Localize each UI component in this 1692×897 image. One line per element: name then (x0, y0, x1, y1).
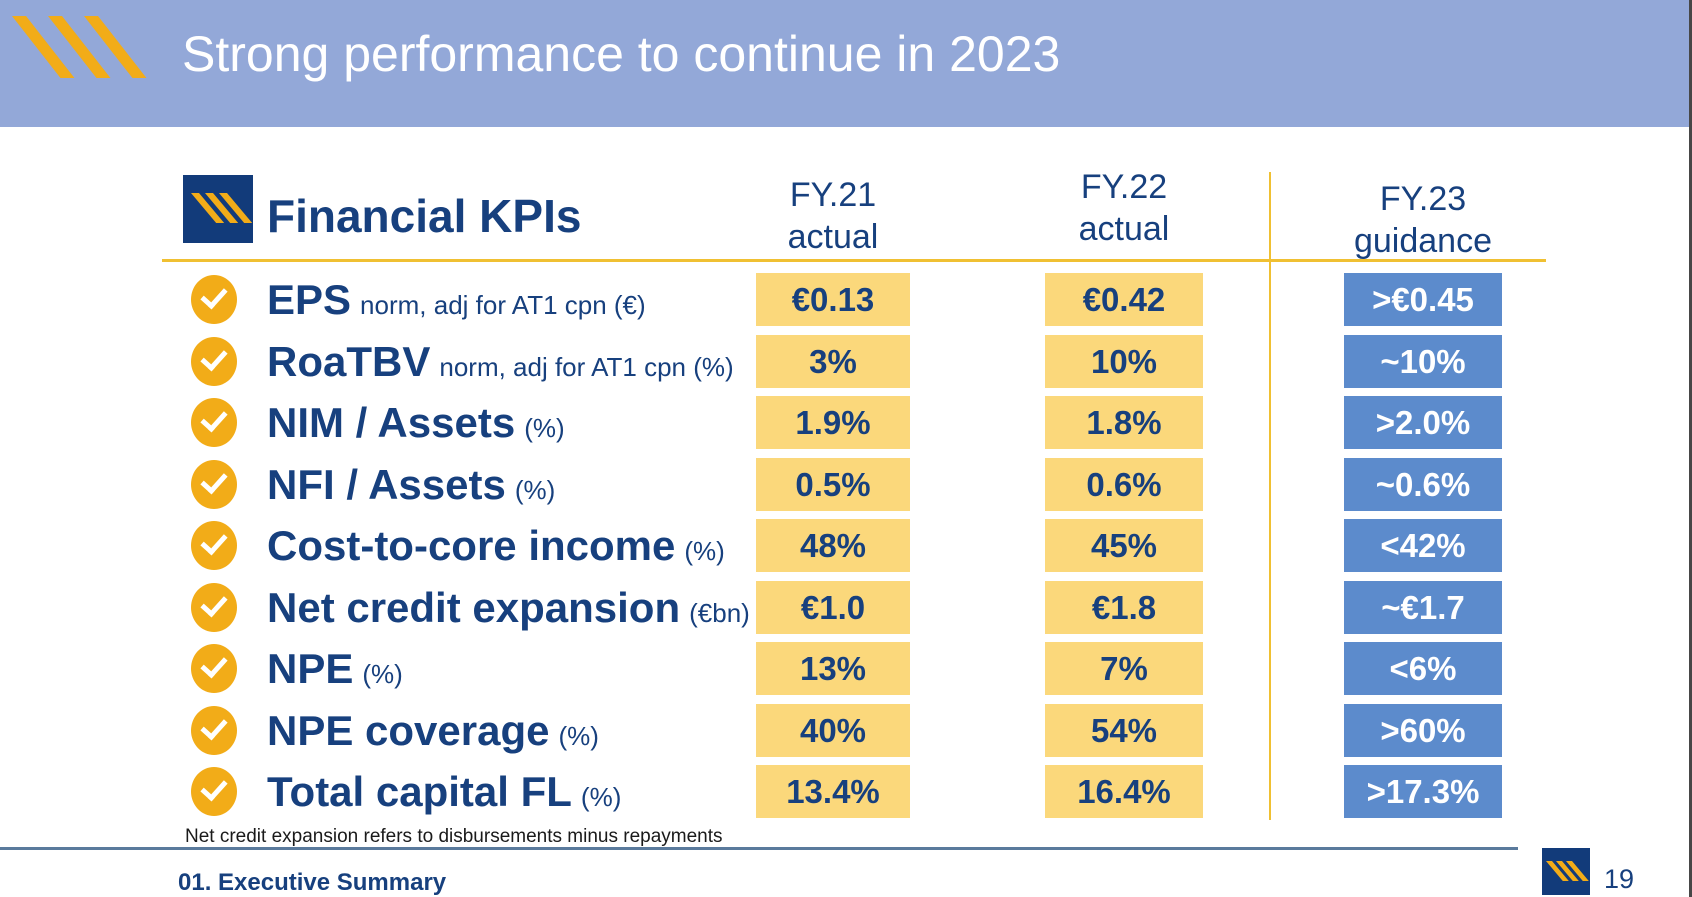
kpi-rows: EPS norm, adj for AT1 cpn (€) €0.13 €0.42… (0, 273, 1692, 833)
column-header-line2: actual (787, 218, 879, 256)
column-header-fy23: FY.23 guidance (1324, 178, 1522, 262)
kpi-label: NPE (%) (267, 642, 403, 695)
kpi-label: NIM / Assets (%) (267, 396, 565, 449)
screen-edge-strip (1689, 0, 1692, 897)
check-icon (191, 583, 237, 632)
fy21-value-box: 0.5% (756, 458, 910, 511)
fy22-value-box: 1.8% (1045, 396, 1203, 449)
check-icon (191, 337, 237, 386)
kpi-qualifier: norm, adj for AT1 cpn (%) (439, 352, 734, 382)
kpi-row: NPE (%) 13% 7% <6% (0, 642, 1692, 695)
fy22-value-box: €0.42 (1045, 273, 1203, 326)
fy21-value-box: 13.4% (756, 765, 910, 818)
fy22-value-box: 10% (1045, 335, 1203, 388)
kpi-row: EPS norm, adj for AT1 cpn (€) €0.13 €0.42… (0, 273, 1692, 326)
column-header-fy21: FY.21 actual (756, 174, 910, 258)
kpi-row: Net credit expansion (€bn) €1.0 €1.8 ~€1.… (0, 581, 1692, 634)
page-number: 19 (1604, 864, 1635, 894)
fy22-value-box: 45% (1045, 519, 1203, 572)
kpi-row: NFI / Assets (%) 0.5% 0.6% ~0.6% (0, 458, 1692, 511)
fy21-value-box: 48% (756, 519, 910, 572)
kpi-row: Total capital FL (%) 13.4% 16.4% >17.3% (0, 765, 1692, 818)
kpi-label: NPE coverage (%) (267, 704, 599, 757)
kpi-name: EPS (267, 276, 352, 323)
kpi-qualifier: (%) (684, 536, 725, 566)
column-header-line1: FY.23 (1379, 180, 1467, 218)
kpi-row: NPE coverage (%) 40% 54% >60% (0, 704, 1692, 757)
fy21-value-box: €0.13 (756, 273, 910, 326)
kpi-name: RoaTBV (267, 338, 431, 385)
kpi-label: Cost-to-core income (%) (267, 519, 725, 572)
fy21-value-box: 3% (756, 335, 910, 388)
fy22-value-box: 0.6% (1045, 458, 1203, 511)
column-header-line2: actual (1078, 210, 1170, 248)
kpi-label: Net credit expansion (€bn) (267, 581, 750, 634)
fy22-value-box: 7% (1045, 642, 1203, 695)
kpi-row: Cost-to-core income (%) 48% 45% <42% (0, 519, 1692, 572)
footnote: Net credit expansion refers to disbursem… (185, 826, 723, 847)
fy21-value-box: 40% (756, 704, 910, 757)
kpi-qualifier: (%) (558, 721, 599, 751)
footer-divider (0, 847, 1518, 850)
kpi-table-logo-icon (183, 175, 253, 243)
column-header-line2: guidance (1353, 222, 1492, 260)
fy23-value-box: >€0.45 (1344, 273, 1502, 326)
brand-stripes-icon (10, 16, 160, 80)
check-icon (191, 767, 237, 816)
fy21-value-box: €1.0 (756, 581, 910, 634)
check-icon (191, 706, 237, 755)
column-header-fy22: FY.22 actual (1045, 166, 1203, 250)
kpi-label: EPS norm, adj for AT1 cpn (€) (267, 273, 646, 326)
kpi-name: Total capital FL (267, 768, 572, 815)
fy23-value-box: <42% (1344, 519, 1502, 572)
fy21-value-box: 13% (756, 642, 910, 695)
kpi-qualifier: (€bn) (689, 598, 750, 628)
kpi-label: NFI / Assets (%) (267, 458, 555, 511)
kpi-name: NIM / Assets (267, 399, 516, 446)
kpi-name: Cost-to-core income (267, 522, 676, 569)
kpi-qualifier: (%) (514, 475, 556, 505)
fy21-value-box: 1.9% (756, 396, 910, 449)
kpi-name: NPE (267, 645, 354, 692)
column-header-line1: FY.22 (1080, 168, 1168, 206)
kpi-qualifier: (%) (580, 782, 622, 812)
check-icon (191, 398, 237, 447)
fy22-value-box: 54% (1045, 704, 1203, 757)
fy23-value-box: >2.0% (1344, 396, 1502, 449)
column-header-line1: FY.21 (789, 176, 877, 214)
kpi-name: NFI / Assets (267, 461, 506, 508)
kpi-label: Total capital FL (%) (267, 765, 621, 818)
slide-title: Strong performance to continue in 2023 (182, 26, 1061, 82)
kpi-qualifier: norm, adj for AT1 cpn (€) (360, 290, 646, 320)
check-icon (191, 460, 237, 509)
kpi-row: NIM / Assets (%) 1.9% 1.8% >2.0% (0, 396, 1692, 449)
fy22-value-box: 16.4% (1045, 765, 1203, 818)
fy23-value-box: <6% (1344, 642, 1502, 695)
fy23-value-box: >60% (1344, 704, 1502, 757)
title-banner: Strong performance to continue in 2023 (0, 0, 1692, 127)
check-icon (191, 275, 237, 324)
fy23-value-box: >17.3% (1344, 765, 1502, 818)
kpi-name: Net credit expansion (267, 584, 681, 631)
kpi-qualifier: (%) (524, 413, 565, 443)
check-icon (191, 521, 237, 570)
footer-logo-icon (1542, 848, 1590, 895)
fy23-value-box: ~0.6% (1344, 458, 1502, 511)
kpi-row: RoaTBV norm, adj for AT1 cpn (%) 3% 10% ~… (0, 335, 1692, 388)
header-underline (162, 259, 1546, 262)
fy23-value-box: ~10% (1344, 335, 1502, 388)
fy23-value-box: ~€1.7 (1344, 581, 1502, 634)
kpi-name: NPE coverage (267, 707, 550, 754)
kpi-qualifier: (%) (362, 659, 403, 689)
fy22-value-box: €1.8 (1045, 581, 1203, 634)
kpi-label: RoaTBV norm, adj for AT1 cpn (%) (267, 335, 734, 388)
section-footer: 01. Executive Summary (178, 869, 447, 896)
kpi-table-title: Financial KPIs (267, 190, 582, 242)
guidance-column-divider (1269, 172, 1271, 820)
check-icon (191, 644, 237, 693)
